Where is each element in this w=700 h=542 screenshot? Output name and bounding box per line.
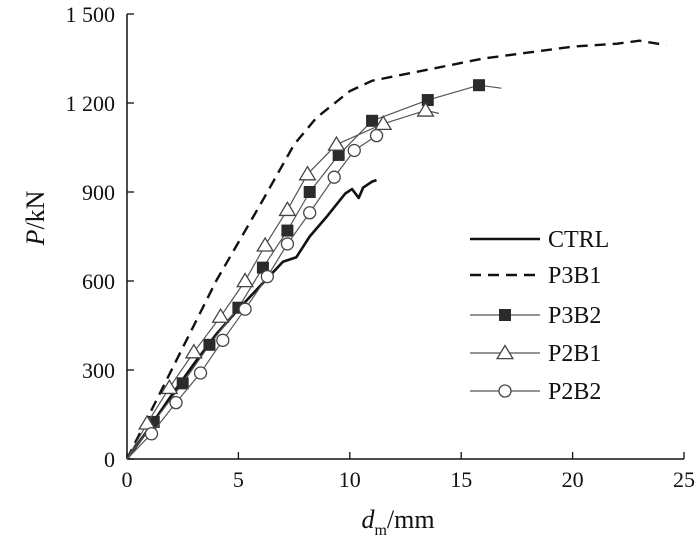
data-point-p2b2 — [216, 333, 230, 347]
y-tick-label: 1 200 — [66, 91, 116, 116]
data-point-p2b2 — [260, 269, 275, 284]
y-tick-label: 1 500 — [66, 2, 116, 27]
legend-item-p2b2: P2B2 — [470, 379, 601, 405]
legend-label: P2B1 — [548, 341, 601, 367]
x-tick-label: 20 — [562, 467, 584, 492]
series-layer — [125, 39, 667, 460]
y-tick-label: 900 — [82, 180, 115, 205]
data-point-p2b1 — [256, 236, 275, 252]
x-tick-label: 0 — [122, 467, 133, 492]
data-point-p2b2 — [169, 395, 183, 410]
data-point-p2b1 — [211, 307, 230, 323]
data-point-p2b1 — [374, 115, 393, 131]
data-point-p3b2 — [366, 114, 379, 127]
data-point-p3b2 — [176, 377, 189, 390]
data-point-p2b2 — [327, 170, 341, 184]
data-point-p3b2 — [203, 338, 216, 351]
x-tick-label: 15 — [450, 467, 472, 492]
legend-label: CTRL — [548, 227, 609, 253]
legend-label: P2B2 — [548, 379, 601, 405]
series-p3b2 — [126, 79, 502, 460]
data-point-p3b2 — [281, 224, 294, 237]
series-ctrl — [125, 178, 377, 460]
series-p2b1 — [126, 101, 440, 460]
legend: CTRL P3B1 P3B2 P2B1 P2B2 — [470, 227, 609, 405]
data-point-p2b2 — [280, 237, 295, 251]
legend-swatch-marker — [495, 344, 515, 360]
data-point-p3b2 — [303, 186, 316, 198]
y-tick-label: 600 — [82, 269, 115, 294]
data-point-p3b2 — [421, 94, 434, 107]
data-point-p2b1 — [327, 135, 346, 151]
series-line-p3b1 — [125, 39, 667, 460]
data-point-p2b2 — [144, 427, 159, 441]
data-point-p3b2 — [332, 148, 345, 161]
data-point-p2b2 — [347, 143, 361, 158]
data-point-p3b2 — [473, 79, 486, 92]
y-axis-title: P/kN — [21, 190, 50, 246]
x-axis-title: dm/mm — [361, 505, 434, 539]
series-p2b2 — [126, 128, 384, 460]
x-tick-label: 10 — [339, 467, 361, 492]
data-point-p2b2 — [238, 302, 252, 316]
y-tick-label: 300 — [82, 358, 115, 383]
legend-item-ctrl: CTRL — [470, 227, 609, 253]
series-line-ctrl — [125, 178, 377, 460]
data-point-p2b2 — [303, 206, 317, 220]
x-tick-label: 5 — [233, 467, 244, 492]
data-point-p2b1 — [416, 101, 435, 117]
series-p3b1 — [125, 39, 667, 460]
legend-item-p2b1: P2B1 — [470, 341, 601, 367]
data-point-p2b1 — [160, 379, 179, 395]
legend-label: P3B2 — [548, 303, 601, 329]
series-line-p2b2 — [126, 133, 384, 460]
axis-titles: dm/mm P/kN — [21, 190, 435, 539]
data-point-p2b1 — [184, 343, 203, 359]
data-point-p2b2 — [193, 366, 208, 380]
data-point-p2b1 — [298, 165, 317, 181]
data-point-p2b2 — [369, 128, 384, 143]
legend-swatch-marker — [498, 384, 512, 398]
series-line-p3b2 — [126, 84, 502, 460]
legend-item-p3b1: P3B1 — [470, 263, 601, 289]
y-tick-label: 0 — [104, 447, 115, 472]
axes: 0 5 10 15 20 25 0 300 600 900 1 200 1 500 — [66, 2, 696, 492]
legend-swatch-marker — [499, 309, 511, 321]
legend-item-p3b2: P3B2 — [470, 303, 601, 329]
data-point-p2b1 — [236, 272, 255, 288]
legend-label: P3B1 — [548, 263, 601, 289]
x-tick-label: 25 — [673, 467, 695, 492]
data-point-p2b1 — [278, 201, 297, 217]
